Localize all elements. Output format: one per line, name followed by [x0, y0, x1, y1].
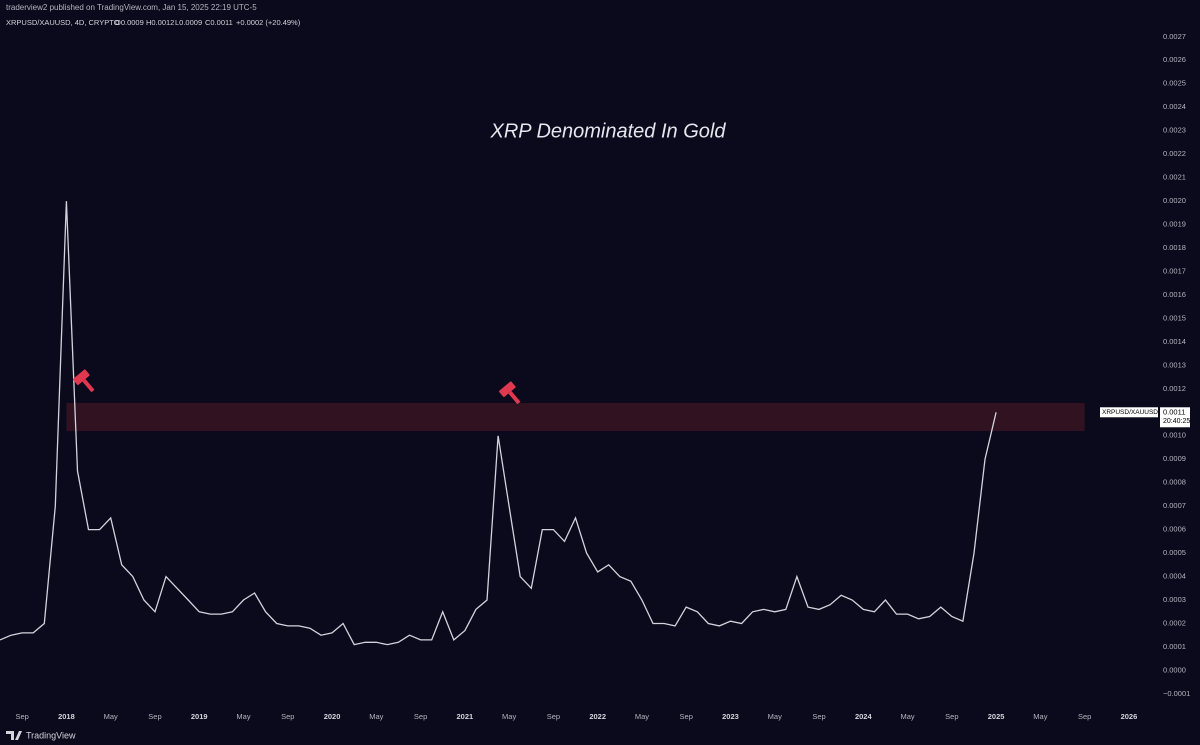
y-tick-label: 0.0004 — [1163, 572, 1186, 581]
y-tick-label: 0.0013 — [1163, 360, 1186, 369]
y-tick-label: 0.0002 — [1163, 618, 1186, 627]
x-tick-label: Sep — [414, 712, 427, 721]
y-tick-label: −0.0001 — [1163, 689, 1190, 698]
y-tick-label: 0.0017 — [1163, 266, 1186, 275]
legend-symbol: XRPUSD/XAUUSD, 4D, CRYPTO — [6, 18, 120, 27]
y-tick-label: 0.0021 — [1163, 173, 1186, 182]
x-tick-label: Sep — [680, 712, 693, 721]
x-tick-label: 2021 — [457, 712, 474, 721]
x-tick-label: 2026 — [1121, 712, 1138, 721]
x-tick-label: May — [900, 712, 914, 721]
x-tick-label: May — [369, 712, 383, 721]
last-price-name: XRPUSD/XAUUSD — [1102, 409, 1158, 416]
y-tick-label: 0.0027 — [1163, 32, 1186, 41]
last-price-tag-bg — [1100, 407, 1158, 418]
y-tick-label: 0.0016 — [1163, 290, 1186, 299]
y-tick-label: 0.0015 — [1163, 313, 1186, 322]
highlight-zone — [66, 402, 1085, 432]
x-tick-label: May — [104, 712, 118, 721]
y-tick-label: 0.0025 — [1163, 79, 1186, 88]
x-tick-label: May — [768, 712, 782, 721]
last-price-box — [1160, 407, 1190, 428]
y-tick-label: 0.0010 — [1163, 431, 1186, 440]
x-tick-label: May — [1033, 712, 1047, 721]
y-tick-label: 0.0026 — [1163, 55, 1186, 64]
x-tick-label: Sep — [281, 712, 294, 721]
x-tick-label: Sep — [15, 712, 28, 721]
x-tick-label: Sep — [945, 712, 958, 721]
publish-header: traderview2 published on TradingView.com… — [6, 3, 257, 12]
y-tick-label: 0.0000 — [1163, 665, 1186, 674]
x-tick-label: 2023 — [722, 712, 739, 721]
y-tick-label: 0.0005 — [1163, 548, 1186, 557]
y-tick-label: 0.0007 — [1163, 501, 1186, 510]
countdown: 20:40:25 — [1163, 418, 1190, 425]
gavel-icon — [73, 369, 521, 405]
y-tick-label: 0.0009 — [1163, 454, 1186, 463]
tv-logo — [6, 731, 22, 740]
x-tick-label: 2025 — [988, 712, 1005, 721]
x-tick-label: 2020 — [324, 712, 341, 721]
y-tick-label: 0.0003 — [1163, 595, 1186, 604]
x-tick-label: 2024 — [855, 712, 873, 721]
legend-low: L0.0009 — [175, 18, 202, 27]
x-tick-label: Sep — [547, 712, 560, 721]
y-tick-label: 0.0022 — [1163, 149, 1186, 158]
y-tick-label: 0.0024 — [1163, 102, 1186, 111]
chart-title: XRP Denominated In Gold — [490, 120, 727, 142]
x-tick-label: 2018 — [58, 712, 75, 721]
footer-brand: TradingView — [26, 730, 76, 740]
y-tick-label: 0.0006 — [1163, 525, 1186, 534]
x-tick-label: 2022 — [589, 712, 606, 721]
legend-open: O0.0009 — [115, 18, 144, 27]
x-tick-label: 2019 — [191, 712, 208, 721]
y-tick-label: 0.0018 — [1163, 243, 1186, 252]
last-price-value: 0.0011 — [1163, 407, 1185, 416]
x-tick-label: Sep — [148, 712, 161, 721]
y-tick-label: 0.0001 — [1163, 642, 1186, 651]
y-tick-label: 0.0014 — [1163, 337, 1186, 346]
x-tick-label: May — [236, 712, 250, 721]
x-tick-label: Sep — [812, 712, 825, 721]
y-tick-label: 0.0012 — [1163, 384, 1186, 393]
y-tick-label: 0.0023 — [1163, 126, 1186, 135]
y-tick-label: 0.0019 — [1163, 220, 1186, 229]
legend-close: C0.0011 — [205, 18, 233, 27]
y-tick-label: 0.0020 — [1163, 196, 1186, 205]
x-tick-label: Sep — [1078, 712, 1091, 721]
x-tick-label: May — [635, 712, 649, 721]
x-tick-label: May — [502, 712, 516, 721]
legend-high: H0.0012 — [146, 18, 174, 27]
price-line — [0, 201, 997, 646]
footer: TradingView — [6, 730, 76, 740]
legend-change: +0.0002 (+20.49%) — [236, 18, 301, 27]
y-tick-label: 0.0008 — [1163, 478, 1186, 487]
